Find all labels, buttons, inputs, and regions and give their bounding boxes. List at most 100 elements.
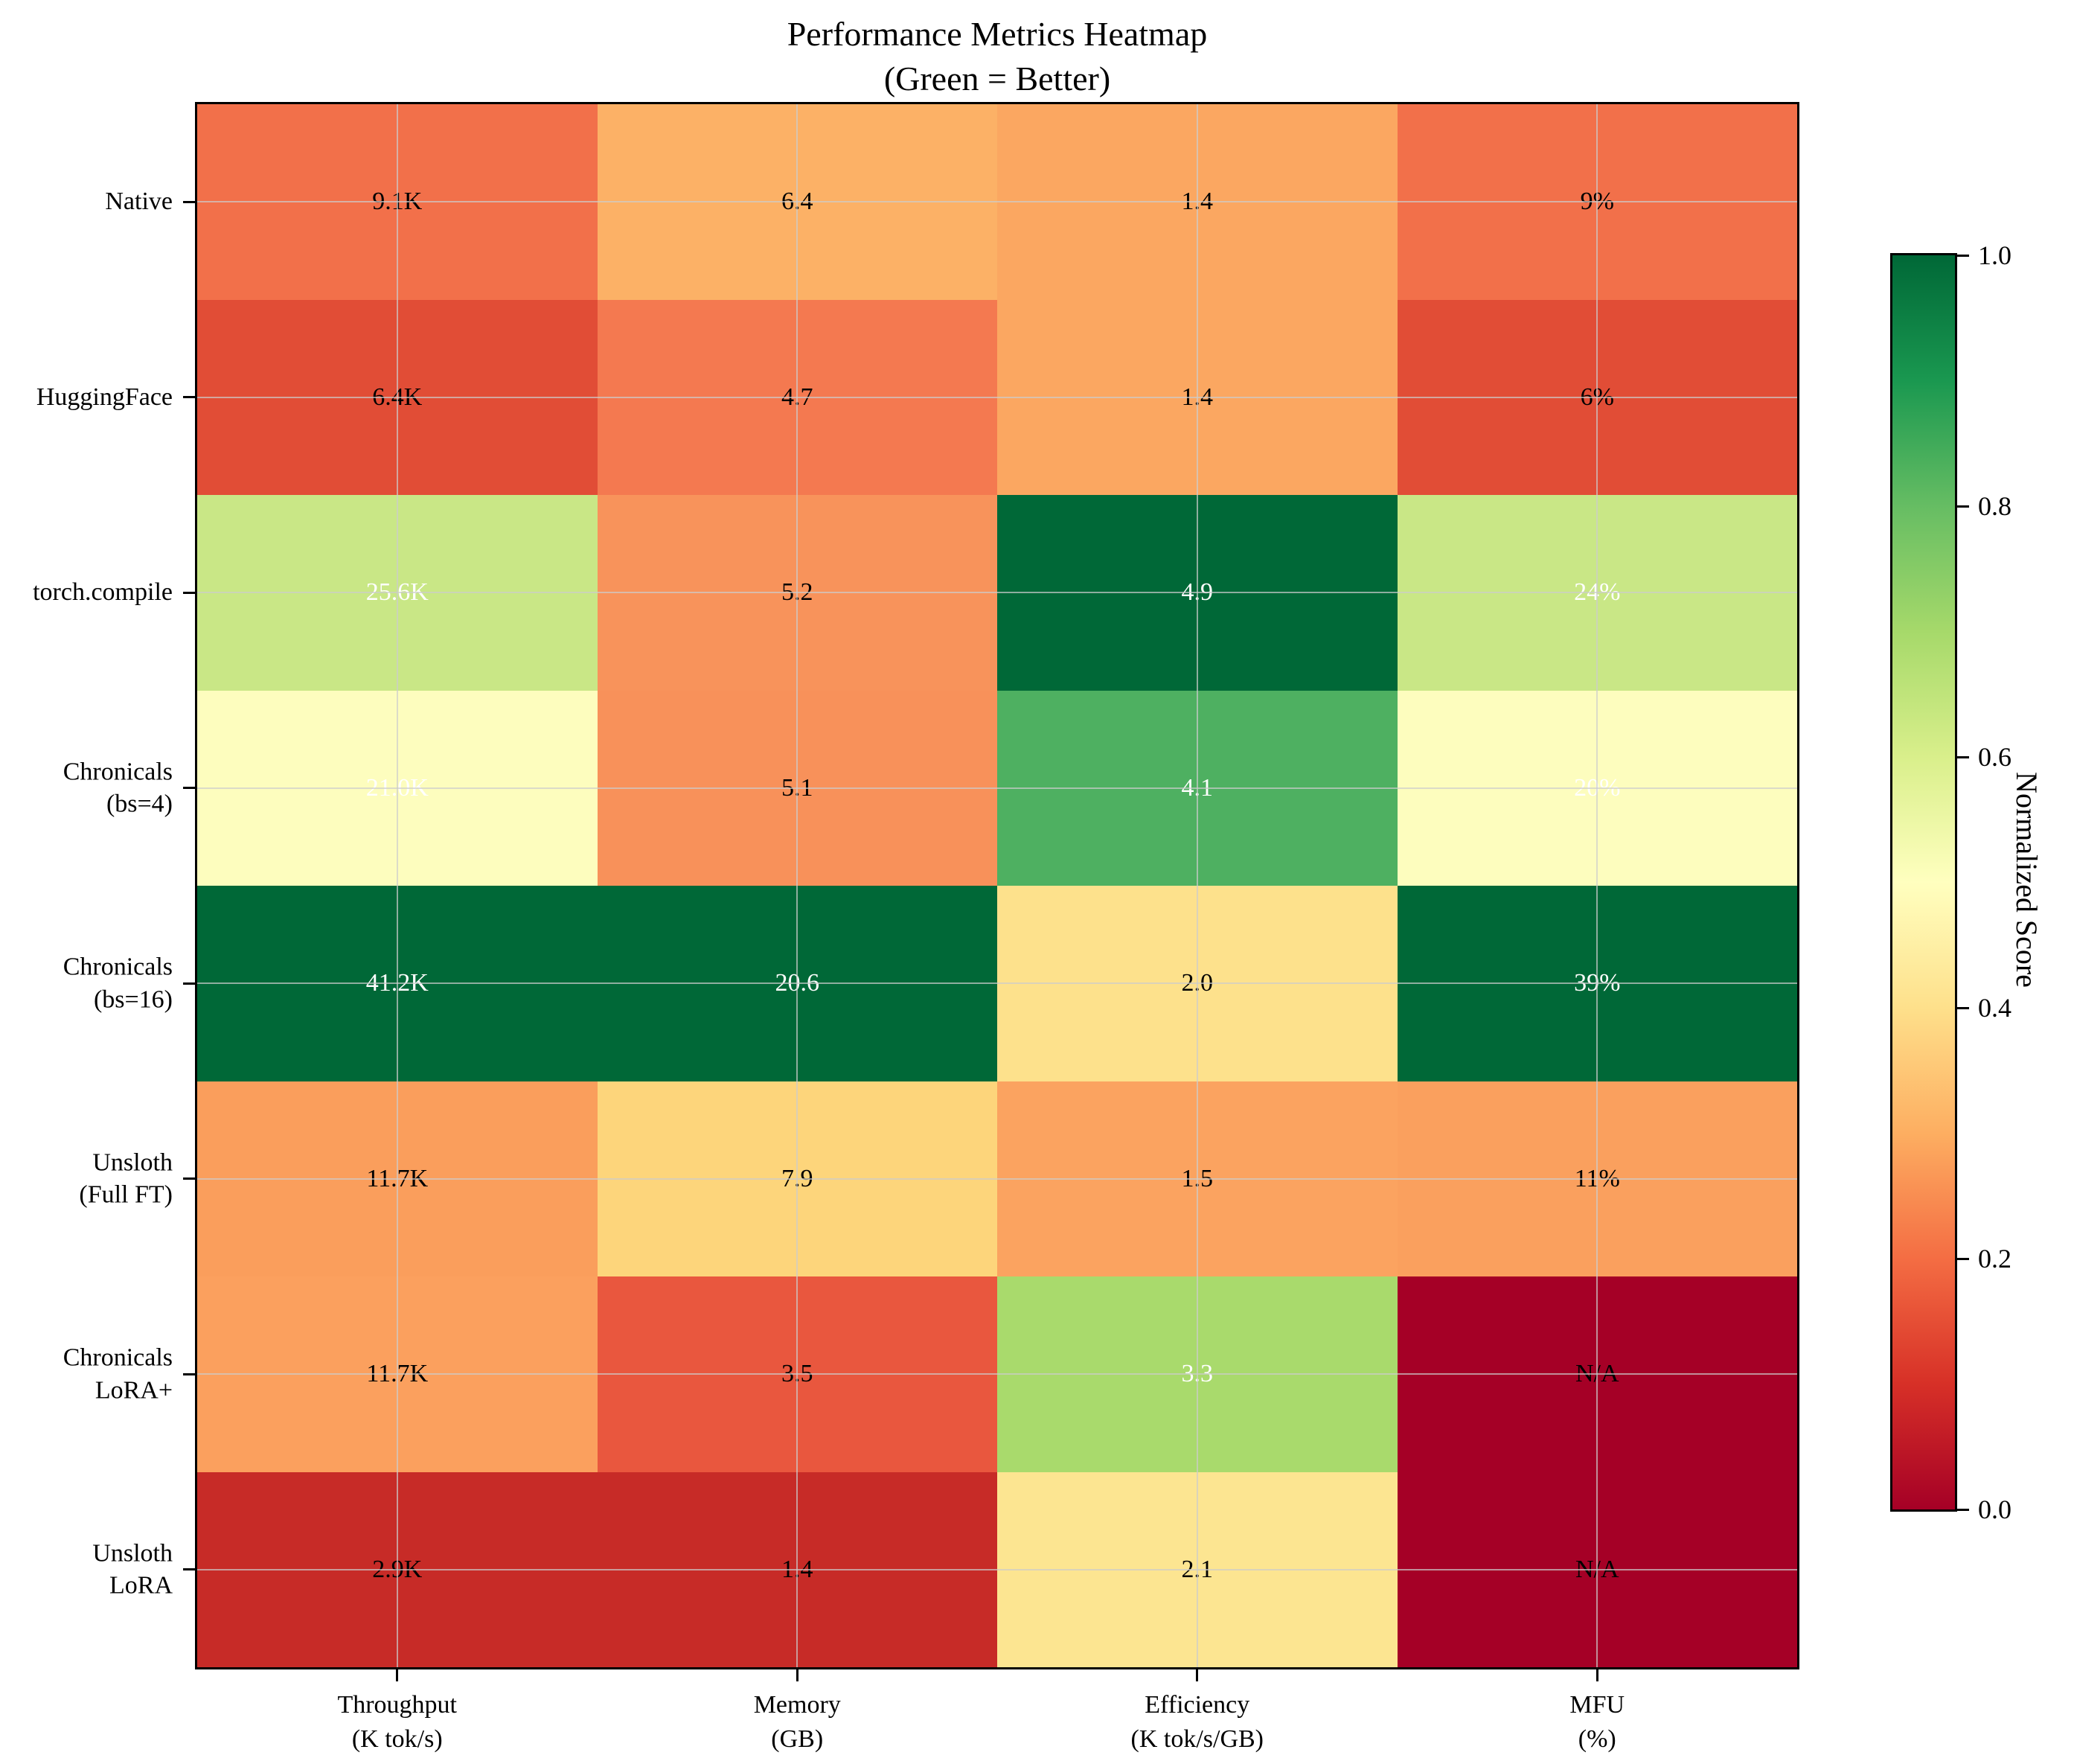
row-label-line: HuggingFace bbox=[36, 383, 173, 411]
cell-value: N/A bbox=[1575, 1555, 1619, 1583]
heatmap-cell-r2-c2: 4.9 bbox=[997, 495, 1398, 691]
row-label-line: Unsloth bbox=[92, 1539, 173, 1568]
row-label-line: (bs=4) bbox=[106, 790, 173, 818]
cell-value: 6.4 bbox=[781, 188, 813, 216]
heatmap-cell-r5-c3: 11% bbox=[1397, 1081, 1797, 1276]
col-label-2: Efficiency (K tok/s/GB) bbox=[1041, 1688, 1354, 1757]
heatmap-cell-r1-c2: 1.4 bbox=[997, 299, 1398, 495]
cell-value: 2.9K bbox=[372, 1555, 423, 1583]
heatmap-cell-r1-c3: 6% bbox=[1397, 299, 1797, 495]
col-label-0: Throughput (K tok/s) bbox=[241, 1688, 554, 1757]
row-label-line: (bs=16) bbox=[93, 985, 173, 1014]
cell-value: 7.9 bbox=[781, 1164, 813, 1192]
colorbar-tick-label: 1.0 bbox=[1978, 240, 2011, 270]
row-label-0: Native bbox=[0, 185, 173, 218]
col-label-line: MFU bbox=[1569, 1691, 1625, 1719]
row-label-6: Chronicals LoRA+ bbox=[0, 1342, 173, 1407]
row-label-line: Chronicals bbox=[63, 758, 173, 786]
heatmap-cell-r7-c3: N/A bbox=[1397, 1471, 1797, 1667]
cell-value: N/A bbox=[1575, 1360, 1619, 1388]
heatmap-cell-r3-c2: 4.1 bbox=[997, 690, 1398, 886]
y-tick bbox=[183, 396, 195, 399]
cell-value: 4.1 bbox=[1181, 773, 1214, 802]
cell-value: 1.4 bbox=[781, 1555, 813, 1583]
col-label-line: Memory bbox=[753, 1691, 841, 1719]
cell-value: 11% bbox=[1574, 1164, 1620, 1192]
cell-value: 1.4 bbox=[1181, 188, 1214, 216]
cell-value: 3.5 bbox=[781, 1360, 813, 1388]
row-label-line: LoRA+ bbox=[95, 1376, 173, 1405]
heatmap-cell-r3-c3: 20% bbox=[1397, 690, 1797, 886]
chart-title: Performance Metrics Heatmap (Green = Bet… bbox=[197, 12, 1797, 101]
cell-value: 11.7K bbox=[366, 1164, 429, 1192]
x-tick bbox=[796, 1669, 798, 1681]
row-label-1: HuggingFace bbox=[0, 381, 173, 414]
col-label-line: Efficiency bbox=[1145, 1691, 1250, 1719]
cell-value: 20.6 bbox=[775, 969, 820, 997]
cell-value: 3.3 bbox=[1181, 1360, 1214, 1388]
colorbar-tick-label: 0.6 bbox=[1978, 742, 2011, 772]
heatmap-cell-r2-c1: 5.2 bbox=[597, 495, 997, 691]
heatmap-cell-r2-c0: 25.6K bbox=[197, 495, 598, 691]
y-tick bbox=[183, 1372, 195, 1375]
col-label-line: (%) bbox=[1578, 1725, 1616, 1753]
heatmap-cell-r5-c2: 1.5 bbox=[997, 1081, 1398, 1276]
heatmap-cell-r3-c0: 21.0K bbox=[197, 690, 598, 886]
cell-value: 24% bbox=[1574, 578, 1621, 607]
heatmap-cell-r7-c2: 2.1 bbox=[997, 1471, 1398, 1667]
row-label-line: LoRA bbox=[109, 1571, 173, 1600]
colorbar-tick bbox=[1957, 1006, 1969, 1009]
heatmap-cell-r2-c3: 24% bbox=[1397, 495, 1797, 691]
cell-value: 1.4 bbox=[1181, 383, 1214, 411]
cell-value: 2.0 bbox=[1181, 969, 1214, 997]
heatmap-cell-r7-c0: 2.9K bbox=[197, 1471, 598, 1667]
chart-title-line2: (Green = Better) bbox=[883, 59, 1111, 98]
col-label-line: (K tok/s) bbox=[351, 1725, 443, 1753]
colorbar: 1.0 0.8 0.6 0.4 0.2 0.0 bbox=[1890, 240, 2011, 1524]
heatmap-cells: 9.1K 6.4 1.4 9% 6.4K 4.7 1.4 6% 25.6K 5.2 4.9 24% 21… bbox=[197, 104, 1797, 1667]
heatmap-cell-r6-c0: 11.7K bbox=[197, 1276, 598, 1472]
chart-title-line1: Performance Metrics Heatmap bbox=[787, 15, 1208, 53]
y-tick bbox=[183, 1568, 195, 1571]
cell-value: 5.2 bbox=[781, 578, 813, 607]
y-tick bbox=[183, 591, 195, 594]
colorbar-tick bbox=[1957, 254, 1969, 257]
heatmap-cell-r0-c3: 9% bbox=[1397, 104, 1797, 300]
colorbar-tick bbox=[1957, 1257, 1969, 1260]
y-tick bbox=[183, 1177, 195, 1180]
heatmap-cell-r0-c0: 9.1K bbox=[197, 104, 598, 300]
colorbar-tick-label: 0.0 bbox=[1978, 1495, 2011, 1524]
row-label-line: torch.compile bbox=[33, 578, 173, 607]
cell-value: 9.1K bbox=[372, 188, 423, 216]
heatmap-cell-r1-c0: 6.4K bbox=[197, 299, 598, 495]
row-label-3: Chronicals (bs=4) bbox=[0, 755, 173, 820]
heatmap-cell-r6-c2: 3.3 bbox=[997, 1276, 1398, 1472]
colorbar-tick bbox=[1957, 755, 1969, 758]
col-label-3: MFU (%) bbox=[1441, 1688, 1753, 1757]
cell-value: 11.7K bbox=[366, 1360, 429, 1388]
heatmap-plot: 9.1K 6.4 1.4 9% 6.4K 4.7 1.4 6% 25.6K 5.2 4.9 24% 21… bbox=[183, 102, 1799, 1681]
cell-value: 41.2K bbox=[365, 969, 429, 997]
row-label-4: Chronicals (bs=16) bbox=[0, 951, 173, 1016]
heatmap-cell-r3-c1: 5.1 bbox=[597, 690, 997, 886]
colorbar-tick bbox=[1957, 505, 1969, 508]
colorbar-axis-label: Normalized Score bbox=[2010, 772, 2043, 988]
col-label-line: (GB) bbox=[771, 1725, 824, 1753]
heatmap-cell-r1-c1: 4.7 bbox=[597, 299, 997, 495]
colorbar-tick bbox=[1957, 1508, 1969, 1511]
cell-value: 2.1 bbox=[1181, 1555, 1214, 1583]
cell-value: 4.7 bbox=[781, 383, 813, 411]
col-label-line: Throughput bbox=[337, 1691, 458, 1719]
cell-value: 25.6K bbox=[365, 578, 429, 607]
heatmap-cell-r0-c1: 6.4 bbox=[597, 104, 997, 300]
cell-value: 5.1 bbox=[781, 773, 813, 802]
heatmap-cell-r0-c2: 1.4 bbox=[997, 104, 1398, 300]
heatmap-cell-r7-c1: 1.4 bbox=[597, 1471, 997, 1667]
cell-value: 1.5 bbox=[1181, 1164, 1214, 1192]
colorbar-tick-label: 0.2 bbox=[1978, 1244, 2011, 1274]
y-tick bbox=[183, 787, 195, 790]
col-label-1: Memory (GB) bbox=[641, 1688, 953, 1757]
heatmap-cell-r4-c1: 20.6 bbox=[597, 886, 997, 1081]
heatmap-cell-r6-c3: N/A bbox=[1397, 1276, 1797, 1472]
